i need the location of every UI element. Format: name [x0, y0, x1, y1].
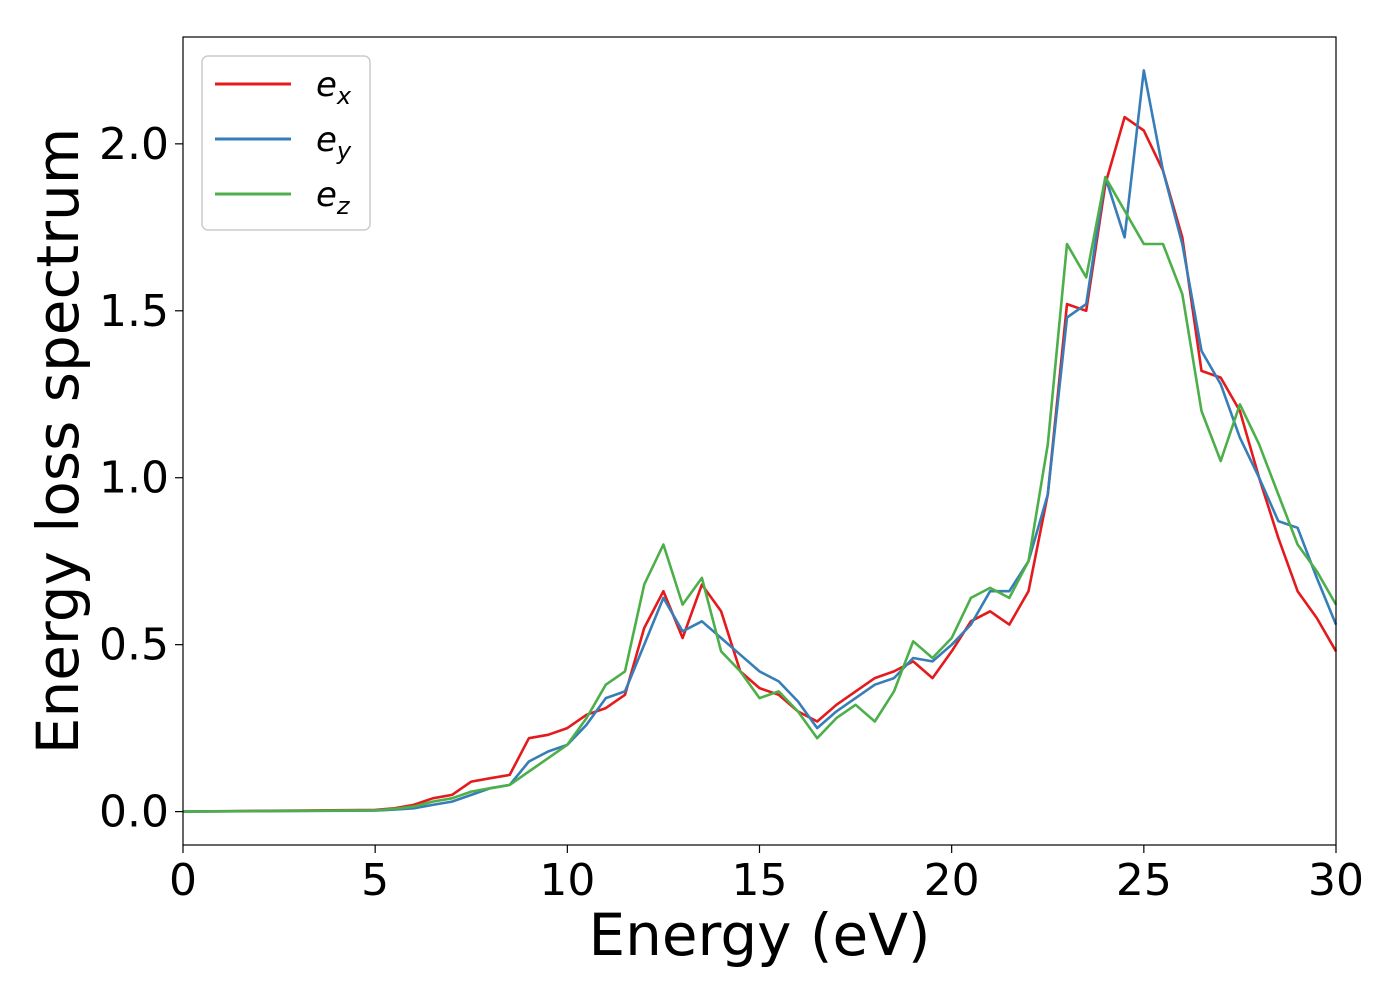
x-tick-label: 30 [1308, 855, 1364, 906]
legend-label-z: ez [316, 175, 351, 220]
y-tick-label: 2.0 [99, 119, 169, 170]
series-line-z [182, 175, 1338, 813]
x-axis-label: Energy (eV) [588, 901, 930, 969]
series-lines [182, 69, 1338, 813]
y-tick-label: 0.5 [99, 620, 169, 671]
x-axis-ticks: 0 5 10 15 20 25 30 [169, 845, 1364, 906]
x-tick-label: 5 [361, 855, 389, 906]
series-line-y [182, 69, 1338, 813]
x-tick-label: 25 [1116, 855, 1172, 906]
legend-box [201, 55, 371, 231]
legend: ex ey ez [201, 55, 371, 231]
y-axis-ticks: 0.0 0.5 1.0 1.5 2.0 [99, 119, 183, 838]
x-tick-label: 15 [732, 855, 788, 906]
legend-label-y: ey [316, 120, 352, 165]
y-axis-label: Energy loss spectrum [24, 128, 92, 754]
y-tick-label: 1.0 [99, 453, 169, 504]
y-tick-label: 1.5 [99, 286, 169, 337]
x-tick-label: 20 [924, 855, 980, 906]
x-tick-label: 0 [169, 855, 197, 906]
y-tick-label: 0.0 [99, 787, 169, 838]
x-tick-label: 10 [539, 855, 595, 906]
legend-label-x: ex [316, 65, 352, 110]
